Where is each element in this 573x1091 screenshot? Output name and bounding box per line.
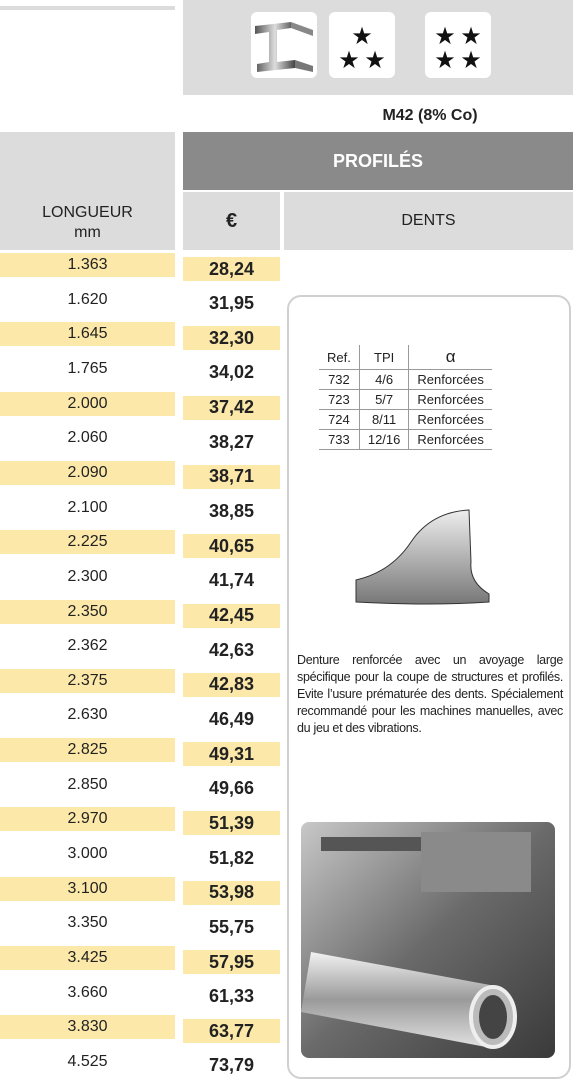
price: 38,71 [183,465,280,489]
material: M42 (8% Co) [370,104,490,128]
price: 31,95 [183,292,280,316]
svg-text:★: ★ [434,47,456,74]
price: 42,45 [183,604,280,628]
profile-icon [251,12,317,78]
price: 46,49 [183,707,280,731]
price: 51,39 [183,811,280,835]
svg-text:★: ★ [351,23,373,50]
price: 61,33 [183,985,280,1009]
price: 32,30 [183,326,280,350]
svg-text:★: ★ [434,23,456,50]
teeth-cell: 12/16 [359,430,409,450]
price: 63,77 [183,1019,280,1043]
teeth-col: TPI [359,345,409,370]
teeth-col: α [409,345,492,370]
price: 34,02 [183,361,280,385]
photo [301,822,555,1058]
length-unit: mm [0,224,175,242]
price: 55,75 [183,915,280,939]
length: 1.620 [0,288,175,312]
length: 2.100 [0,496,175,520]
price: 38,27 [183,430,280,454]
price: 40,65 [183,534,280,558]
length: 2.350 [0,600,175,624]
teeth-cell: 733 [319,430,359,450]
price: 49,31 [183,742,280,766]
svg-text:★: ★ [460,23,482,50]
length: 2.362 [0,634,175,658]
length: 2.060 [0,426,175,450]
price: 73,79 [183,1054,280,1078]
length: 2.300 [0,565,175,589]
length: 2.375 [0,669,175,693]
teeth-cell: Renforcées [409,370,492,390]
length: 4.525 [0,1050,175,1074]
teeth-cell: Renforcées [409,430,492,450]
price: 37,42 [183,396,280,420]
price: 53,98 [183,881,280,905]
svg-text:★: ★ [460,47,482,74]
length: 1.645 [0,322,175,346]
length-label: LONGUEUR [0,204,175,222]
icon-band: ★★★ ★★★★ [183,0,573,95]
length: 2.225 [0,530,175,554]
length: 2.000 [0,392,175,416]
stars-3: ★★★ [329,12,395,78]
length: 3.425 [0,946,175,970]
length: 2.090 [0,461,175,485]
length: 2.850 [0,773,175,797]
teeth-cell: Renforcées [409,410,492,430]
price: 41,74 [183,569,280,593]
teeth-cell: 4/6 [359,370,409,390]
length: 3.000 [0,842,175,866]
length: 3.100 [0,877,175,901]
price: 42,63 [183,638,280,662]
length: 2.630 [0,703,175,727]
length: 3.660 [0,981,175,1005]
length: 2.970 [0,807,175,831]
svg-text:★: ★ [338,47,360,74]
stars-4: ★★★★ [425,12,491,78]
teeth-cell: 8/11 [359,410,409,430]
svg-text:★: ★ [364,47,386,74]
length: 1.363 [0,253,175,277]
length: 1.765 [0,357,175,381]
price-header: € [183,192,280,250]
top-rule [0,6,175,10]
teeth-cell: 724 [319,410,359,430]
length: 2.825 [0,738,175,762]
page: {"header": {"material": "M42 (8% Co)", "… [0,0,573,1091]
teeth-cell: 5/7 [359,390,409,410]
teeth-col: Ref. [319,345,359,370]
length: 3.830 [0,1015,175,1039]
teeth-cell: 723 [319,390,359,410]
price: 49,66 [183,777,280,801]
price: 57,95 [183,950,280,974]
price: 42,83 [183,673,280,697]
price: 51,82 [183,846,280,870]
section-header: PROFILÉS [183,132,573,190]
price: 28,24 [183,257,280,281]
description: Denture renforcée avec un avoyage large … [297,652,563,737]
length-header: LONGUEUR mm [0,132,175,250]
teeth-cell: Renforcées [409,390,492,410]
length: 3.350 [0,911,175,935]
tooth-drawing [351,502,501,612]
price: 38,85 [183,500,280,524]
teeth-cell: 732 [319,370,359,390]
teeth-header: DENTS [284,192,573,250]
